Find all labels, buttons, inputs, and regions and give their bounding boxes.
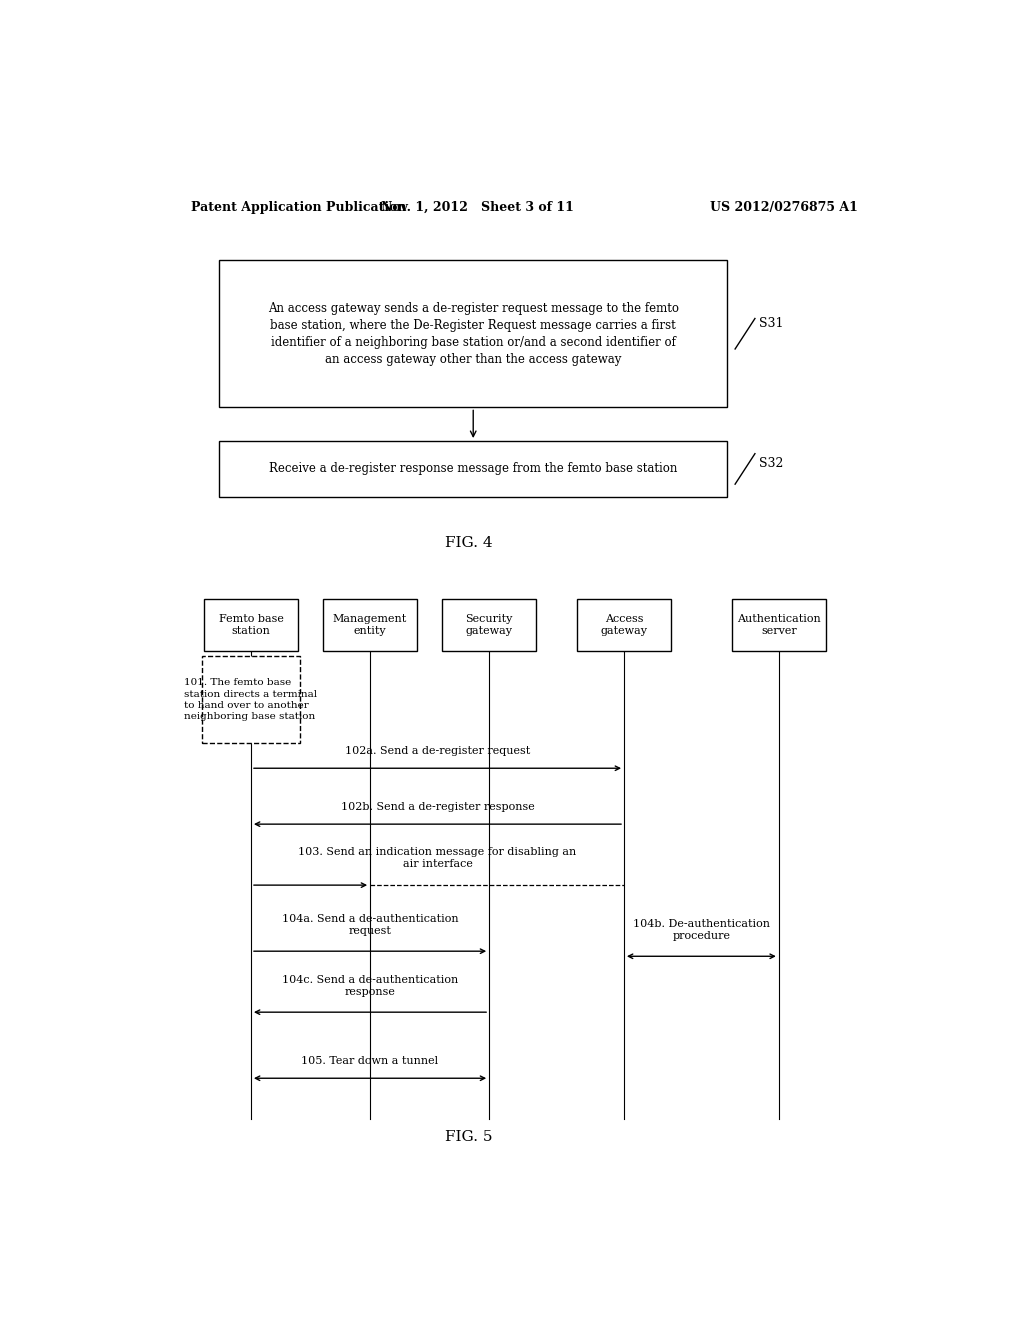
Bar [202, 656, 300, 743]
Bar [324, 598, 417, 651]
Text: 105. Tear down a tunnel: 105. Tear down a tunnel [301, 1056, 438, 1067]
Bar [578, 598, 671, 651]
Text: Security
gateway: Security gateway [465, 614, 513, 636]
Bar [204, 598, 298, 651]
Text: 102a. Send a de-register request: 102a. Send a de-register request [345, 746, 530, 756]
Text: S31: S31 [759, 317, 783, 330]
Bar [442, 598, 536, 651]
Text: 104a. Send a de-authentication
request: 104a. Send a de-authentication request [282, 915, 459, 936]
Text: Management
entity: Management entity [333, 614, 408, 636]
Text: US 2012/0276875 A1: US 2012/0276875 A1 [711, 201, 858, 214]
Text: Authentication
server: Authentication server [737, 614, 820, 636]
Text: 104b. De-authentication
procedure: 104b. De-authentication procedure [633, 920, 770, 941]
Text: 104c. Send a de-authentication
response: 104c. Send a de-authentication response [282, 975, 458, 997]
Text: Patent Application Publication: Patent Application Publication [191, 201, 407, 214]
Text: FIG. 4: FIG. 4 [445, 536, 494, 549]
Text: S32: S32 [759, 457, 783, 470]
Text: 102b. Send a de-register response: 102b. Send a de-register response [341, 803, 535, 812]
Bar [219, 441, 727, 496]
Text: 103. Send an indication message for disabling an
air interface: 103. Send an indication message for disa… [298, 847, 577, 869]
Bar [219, 260, 727, 408]
Text: 101. The femto base
station directs a terminal
to hand over to another
neighbori: 101. The femto base station directs a te… [184, 678, 317, 721]
Text: Receive a de-register response message from the femto base station: Receive a de-register response message f… [269, 462, 678, 475]
Bar [732, 598, 825, 651]
Text: An access gateway sends a de-register request message to the femto
base station,: An access gateway sends a de-register re… [267, 302, 679, 366]
Text: Nov. 1, 2012   Sheet 3 of 11: Nov. 1, 2012 Sheet 3 of 11 [381, 201, 573, 214]
Text: Femto base
station: Femto base station [218, 614, 284, 636]
Text: Access
gateway: Access gateway [600, 614, 647, 636]
Text: FIG. 5: FIG. 5 [445, 1130, 493, 1144]
